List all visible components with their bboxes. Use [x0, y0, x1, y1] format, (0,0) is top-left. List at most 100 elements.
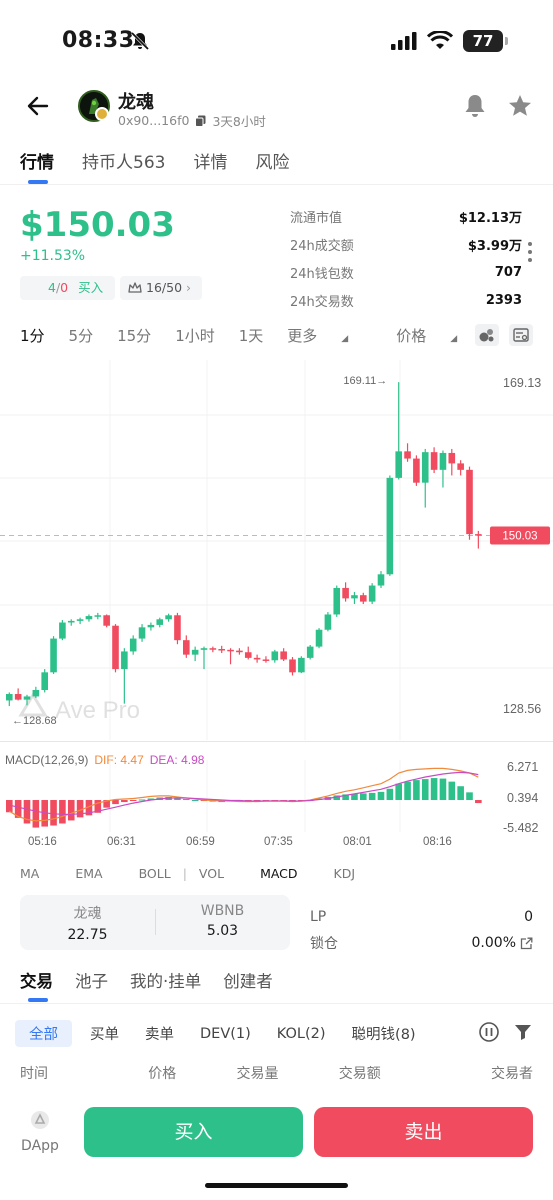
low-marker-label: ←128.68 [12, 715, 57, 727]
rank-chip[interactable]: 16/50 › [120, 276, 202, 300]
lp-value: 0 [524, 909, 533, 925]
candle [421, 448, 429, 508]
tab-trades[interactable]: 交易 [20, 972, 53, 991]
tab-details[interactable]: 详情 [193, 153, 228, 173]
candle-body [262, 659, 270, 661]
macd-bar [342, 794, 349, 801]
filter-sell[interactable]: 卖单 [145, 1027, 174, 1043]
contract-address: 0x90...16f0 [118, 113, 190, 128]
candle-body [342, 587, 349, 599]
tab-my-orders[interactable]: 我的·挂单 [130, 972, 202, 991]
tab-market[interactable]: 行情 [20, 153, 54, 173]
filter-dev[interactable]: DEV(1) [200, 1025, 251, 1042]
trades-table-header: 时间 价格 交易量 交易额 交易者 [20, 1063, 533, 1083]
stat-label: 流通市值 [290, 210, 343, 226]
candle-body [253, 657, 261, 660]
lp-panel: LP 0 锁仓 0.00% [310, 904, 533, 956]
candle-body [280, 651, 287, 660]
copy-icon[interactable] [195, 115, 206, 127]
buy-button[interactable]: 买入 [84, 1107, 303, 1157]
sell-button[interactable]: 卖出 [314, 1107, 533, 1157]
timeframe-5m[interactable]: 5分 [68, 327, 94, 345]
lock-label: 锁仓 [310, 936, 338, 952]
macd-bar [404, 781, 411, 801]
lock-value-wrap[interactable]: 0.00% [472, 935, 533, 951]
filter-buy[interactable]: 买单 [90, 1027, 119, 1043]
candle-body [377, 574, 385, 586]
candle [306, 645, 314, 660]
price-mode-selector[interactable]: 价格 ◢ [396, 325, 481, 346]
buy-count-chip[interactable]: 4/0 买入 [20, 276, 115, 300]
indicator-kdj[interactable]: KDJ [333, 866, 356, 881]
back-arrow-icon[interactable] [26, 95, 50, 117]
reserve-base: WBNB 5.03 [155, 903, 290, 939]
pool-reserve-card: 龙魂 22.75 WBNB 5.03 [20, 895, 290, 950]
tab-indicator [28, 180, 48, 184]
col-price: 价格 [148, 1066, 177, 1082]
indicator-macd[interactable]: MACD [260, 866, 298, 881]
macd-bar [413, 780, 420, 801]
alert-bell-icon[interactable] [462, 93, 488, 119]
candle [386, 475, 394, 576]
candle-body [324, 614, 332, 630]
dapp-label: DApp [21, 1138, 59, 1154]
indicator-separator: | [182, 866, 187, 881]
macd-bar [360, 793, 367, 801]
tab-pools[interactable]: 池子 [75, 972, 108, 991]
indicator-ema[interactable]: EMA [75, 866, 103, 881]
macd-bar [147, 798, 155, 801]
timeframe-1m[interactable]: 1分 [20, 327, 45, 345]
time-tick-label: 06:59 [186, 836, 215, 848]
candle-body [85, 616, 93, 620]
candle-body [466, 469, 473, 535]
candle [227, 648, 234, 665]
macd-axis-bottom: -5.482 [503, 821, 538, 835]
chart-style-button[interactable] [475, 324, 499, 346]
dapp-button[interactable]: DApp [18, 1110, 62, 1154]
wifi-icon [427, 31, 453, 49]
buy-label: 买入 [78, 280, 104, 295]
candle [200, 646, 208, 670]
divider [0, 1003, 553, 1004]
bell-muted-icon [130, 31, 150, 51]
candle [466, 466, 473, 540]
tab-holders[interactable]: 持币人563 [82, 153, 166, 173]
indicator-ma[interactable]: MA [20, 866, 40, 881]
stats-panel: 流通市值 $12.13万 24h成交额 $3.99万 24h钱包数 707 24h交易… [290, 202, 522, 314]
more-vertical-icon[interactable] [527, 240, 533, 264]
candle [289, 657, 296, 676]
price-chart[interactable]: Ave Pro 169.11→ ←128.68 169.13 128.56 15… [0, 360, 553, 750]
tab-creator[interactable]: 创建者 [223, 972, 273, 991]
tab-risk[interactable]: 风险 [255, 153, 290, 173]
pause-refresh-icon[interactable] [478, 1021, 500, 1043]
dif-line [8, 767, 479, 822]
macd-bar [386, 788, 394, 801]
dapp-icon [31, 1111, 49, 1129]
macd-bar [59, 800, 66, 824]
chart-settings-button[interactable] [509, 324, 533, 346]
candle-body [32, 690, 40, 697]
macd-axis-mid: 0.394 [507, 791, 538, 805]
indicator-boll[interactable]: BOLL [138, 866, 171, 881]
macd-bar [333, 795, 341, 801]
dif-value: 4.47 [120, 753, 144, 767]
timeframe-15m[interactable]: 15分 [117, 327, 152, 345]
candle [191, 646, 199, 662]
rank-value: 16/50 [146, 280, 183, 295]
indicator-vol[interactable]: VOL [198, 866, 225, 881]
favorite-star-icon[interactable] [507, 93, 533, 119]
timeframe-more[interactable]: 更多 ◢ [287, 325, 372, 346]
stat-row: 流通市值 $12.13万 [290, 202, 522, 230]
home-indicator [205, 1183, 348, 1188]
candle [262, 656, 270, 663]
macd-bar [430, 778, 438, 801]
candle [209, 646, 217, 653]
filter-smart-money[interactable]: 聪明钱(8) [351, 1027, 416, 1043]
filter-kol[interactable]: KOL(2) [276, 1025, 326, 1042]
macd-legend: MACD(12,26,9) DIF: 4.47 DEA: 4.98 [5, 753, 204, 767]
timeframe-1h[interactable]: 1小时 [175, 327, 215, 345]
timeframe-1d[interactable]: 1天 [238, 327, 264, 345]
candle [404, 443, 411, 462]
filter-funnel-icon[interactable] [514, 1023, 532, 1041]
filter-all[interactable]: 全部 [15, 1020, 72, 1047]
